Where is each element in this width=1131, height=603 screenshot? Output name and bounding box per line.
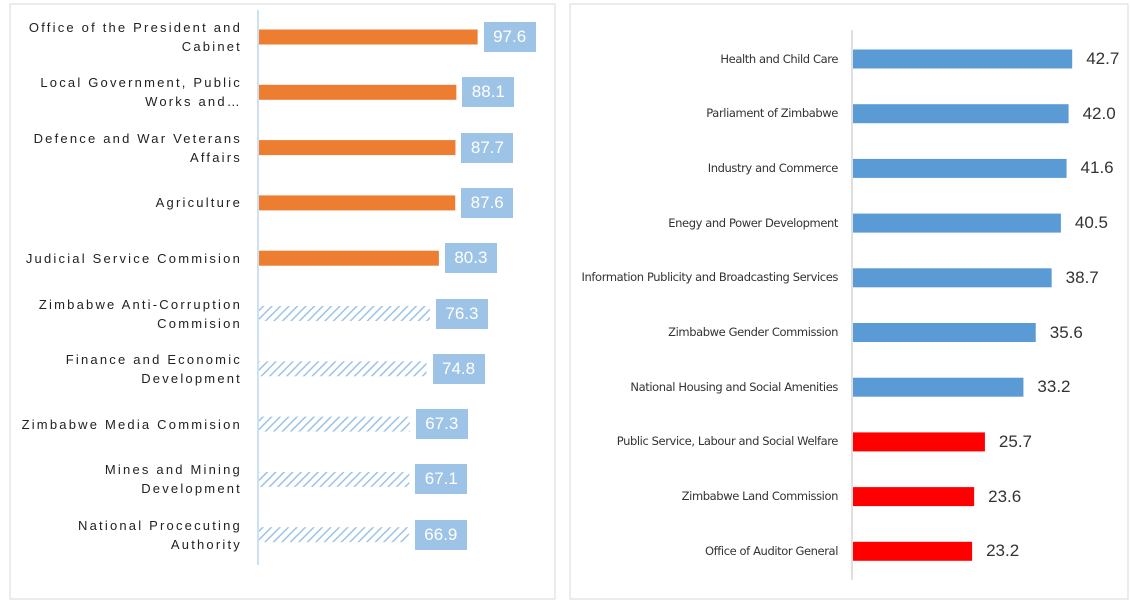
value-label: 76.3 xyxy=(435,298,488,329)
category-label: Enegy and Power Development xyxy=(668,215,838,230)
category-label: Zimbabwe Anti-Corruption Commision xyxy=(38,296,242,331)
category-label: National Housing and Social Amenities xyxy=(630,379,838,394)
bar xyxy=(259,471,410,487)
bar xyxy=(853,487,975,507)
value-label: 80.3 xyxy=(444,243,497,274)
bar xyxy=(259,29,478,45)
value-label: 87.7 xyxy=(461,132,514,163)
value-label: 40.5 xyxy=(1074,213,1108,233)
category-label: Local Government, Public Works and… xyxy=(40,75,242,110)
bar xyxy=(259,140,456,156)
category-label: Health and Child Care xyxy=(720,51,838,66)
bar xyxy=(853,541,973,561)
value-label: 87.6 xyxy=(461,187,514,218)
category-label: Finance and Economic Development xyxy=(65,351,242,386)
category-label: Office of Auditor General xyxy=(704,543,838,558)
value-label: 66.9 xyxy=(414,519,467,550)
bar xyxy=(853,213,1061,233)
bar xyxy=(259,306,430,321)
value-label: 42.0 xyxy=(1082,103,1116,123)
value-label: 41.6 xyxy=(1080,158,1114,178)
category-label: Zimbabwe Land Commission xyxy=(681,489,839,504)
category-label: Zimbabwe Media Commision xyxy=(21,416,242,432)
value-label: 67.1 xyxy=(415,464,468,495)
right-panel xyxy=(569,3,1129,600)
bar xyxy=(259,361,427,377)
category-label: Agriculture xyxy=(155,195,242,211)
category-label: Mines and Mining Development xyxy=(104,462,242,497)
bar xyxy=(259,527,409,543)
category-label: Judicial Service Commision xyxy=(25,250,242,266)
bar xyxy=(259,250,439,266)
bar xyxy=(853,104,1069,124)
value-label: 74.8 xyxy=(432,353,485,384)
value-label: 33.2 xyxy=(1037,377,1071,397)
value-label: 23.2 xyxy=(986,541,1020,561)
bar xyxy=(259,195,456,211)
bar xyxy=(853,158,1067,178)
value-label: 38.7 xyxy=(1065,267,1099,287)
category-label: Office of the President and Cabinet xyxy=(28,20,242,54)
value-label: 97.6 xyxy=(483,22,536,52)
value-label: 67.3 xyxy=(415,409,468,440)
bar xyxy=(853,377,1024,397)
left-panel xyxy=(9,3,556,600)
category-label: Industry and Commerce xyxy=(707,160,839,175)
bar xyxy=(853,323,1036,342)
category-label: National Procecuting Authority xyxy=(78,517,242,552)
bar xyxy=(853,49,1073,69)
value-label: 42.7 xyxy=(1086,49,1120,68)
bar xyxy=(853,268,1052,288)
bar xyxy=(853,432,985,452)
value-label: 35.6 xyxy=(1049,322,1083,342)
category-label: Defence and War Veterans Affairs xyxy=(33,130,242,165)
value-label: 88.1 xyxy=(462,77,515,108)
category-label: Parliament of Zimbabwe xyxy=(706,106,838,121)
bar xyxy=(259,84,457,100)
value-label: 23.6 xyxy=(988,486,1022,506)
value-label: 25.7 xyxy=(998,431,1033,451)
category-label: Public Service, Labour and Social Welfar… xyxy=(616,434,839,449)
bar xyxy=(259,416,410,432)
category-label: Information Publicity and Broadcasting S… xyxy=(581,270,839,285)
category-label: Zimbabwe Gender Commission xyxy=(668,325,838,339)
